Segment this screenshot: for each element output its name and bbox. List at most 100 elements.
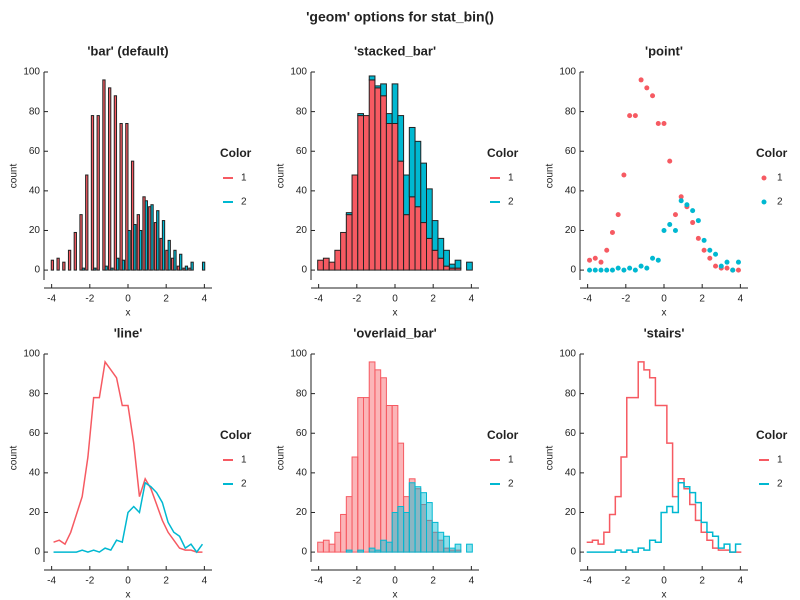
legend-title: Color: [756, 146, 788, 160]
bar: [340, 513, 347, 553]
point: [701, 247, 707, 253]
bar-segment: [426, 237, 433, 271]
y-axis-label: count: [276, 446, 287, 471]
bar: [363, 397, 370, 553]
y-tick-label: 20: [565, 507, 577, 518]
point: [655, 121, 661, 127]
subplot: 'stacked_bar' 0 20 40 60 80 100 -4 -2 0 2 4 x count Co…: [276, 43, 519, 318]
legend-label: 2: [777, 479, 783, 490]
bar: [90, 115, 95, 271]
bar: [62, 261, 66, 271]
line: [53, 360, 203, 553]
bar-segment: [454, 259, 462, 269]
y-tick-label: 60: [29, 146, 41, 157]
point: [638, 263, 644, 269]
x-tick-label: -2: [85, 294, 94, 305]
y-tick-label: 80: [296, 388, 308, 399]
legend-label: 1: [777, 455, 783, 466]
point: [672, 212, 678, 218]
bar: [113, 95, 118, 271]
point: [644, 85, 650, 91]
legend-label: 1: [241, 455, 247, 466]
bar-segment: [414, 206, 422, 271]
bar: [93, 267, 97, 271]
x-tick-label: 0: [661, 576, 667, 587]
point: [690, 220, 696, 226]
point: [667, 158, 673, 164]
bar: [81, 267, 85, 271]
y-tick-label: 20: [29, 225, 41, 236]
bar: [431, 521, 439, 553]
subplot: 'line' 0 20 40 60 80 100 -4 -2 0 2 4 x count Color 1 2: [9, 325, 252, 600]
subplot-title: 'stacked_bar': [354, 43, 436, 58]
point: [713, 251, 719, 257]
point: [627, 265, 633, 271]
bar-segment: [345, 214, 353, 271]
x-tick-label: -2: [352, 294, 361, 305]
bar-segment: [391, 123, 399, 271]
subplot: 'overlaid_bar' 0 20 40 60 80 100 -4 -2 0 2 4 x count C…: [276, 325, 519, 600]
bar: [443, 535, 450, 553]
point: [609, 229, 615, 235]
x-tick-label: 2: [430, 576, 436, 587]
bar-segment: [397, 115, 405, 162]
point: [587, 267, 593, 273]
y-tick-label: 40: [29, 467, 41, 478]
point: [621, 172, 627, 178]
bar: [357, 549, 365, 553]
legend-label: 1: [508, 455, 514, 466]
bar-segment: [420, 222, 428, 271]
point: [661, 121, 667, 127]
bar: [161, 220, 166, 271]
subplot-title: 'stairs': [644, 325, 685, 340]
x-tick-label: -4: [314, 294, 323, 305]
bar: [125, 123, 129, 271]
bar-segment: [345, 212, 353, 216]
bar: [156, 210, 160, 271]
bar-segment: [374, 87, 382, 271]
point: [621, 267, 627, 273]
x-tick-label: 2: [163, 576, 169, 587]
bar-segment: [414, 140, 422, 208]
bar-segment: [448, 263, 456, 269]
x-tick-label: 2: [163, 294, 169, 305]
y-tick-label: 80: [29, 388, 41, 399]
bar: [79, 214, 83, 271]
bar-segment: [466, 261, 473, 271]
point: [667, 222, 673, 228]
bar: [317, 541, 324, 553]
legend-label: 2: [508, 197, 514, 208]
line: [53, 481, 204, 554]
legend-label: 2: [241, 479, 247, 490]
bar-segment: [391, 83, 399, 125]
y-axis-label: count: [545, 164, 556, 189]
bar-segment: [420, 162, 428, 224]
bar: [391, 511, 399, 553]
point: [655, 257, 661, 263]
point: [604, 247, 610, 253]
y-tick-label: 0: [570, 547, 576, 558]
y-tick-label: 60: [565, 146, 577, 157]
bar-segment: [426, 188, 433, 239]
point: [707, 247, 713, 253]
y-tick-label: 60: [565, 428, 577, 439]
subplot-title: 'point': [645, 43, 683, 58]
bar-segment: [397, 160, 405, 271]
x-axis-label: x: [393, 308, 398, 319]
bar: [119, 123, 123, 271]
y-tick-label: 60: [296, 146, 308, 157]
bar-segment: [408, 196, 416, 271]
bar: [408, 482, 416, 553]
bar: [85, 174, 89, 271]
point: [695, 235, 701, 241]
bar: [397, 506, 405, 553]
bar-segment: [363, 115, 370, 271]
bar: [73, 231, 77, 271]
x-tick-label: 4: [202, 294, 208, 305]
point: [604, 267, 610, 273]
x-tick-label: 0: [392, 576, 398, 587]
legend-label: 1: [241, 173, 247, 184]
bar: [414, 486, 422, 553]
bar-segment: [322, 257, 330, 271]
